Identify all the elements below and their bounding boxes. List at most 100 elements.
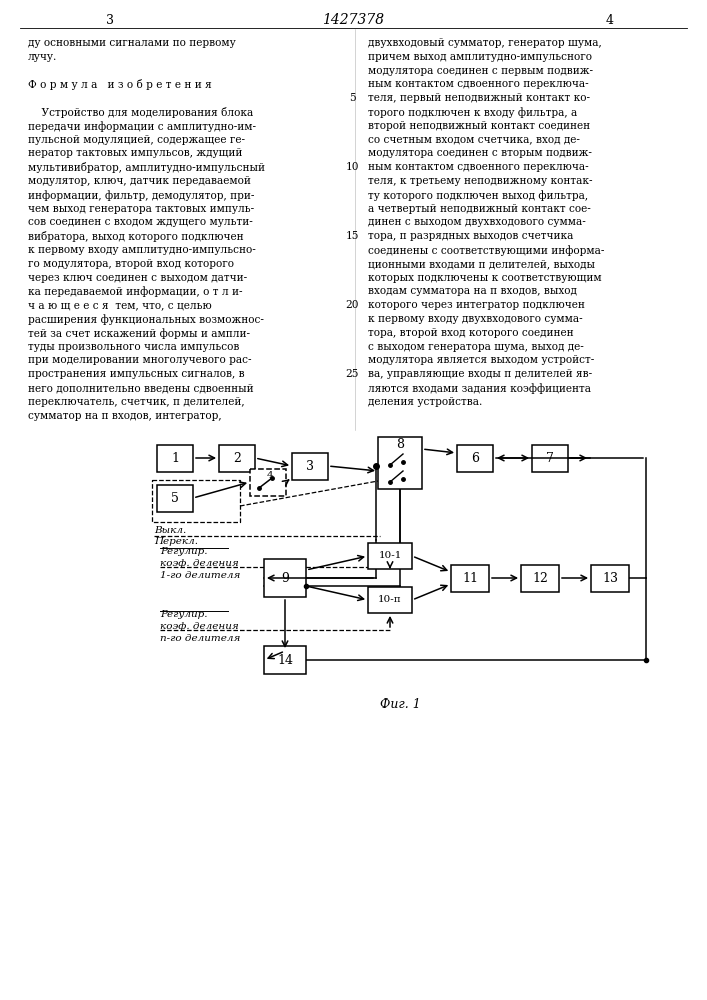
Text: которых подключены к соответствующим: которых подключены к соответствующим	[368, 273, 602, 283]
Text: п-го делителя: п-го делителя	[160, 634, 240, 643]
Text: 5: 5	[171, 491, 179, 504]
Bar	[219, 444, 255, 472]
Bar	[591, 564, 629, 591]
Text: нератор тактовых импульсов, ждущий: нератор тактовых импульсов, ждущий	[28, 148, 243, 158]
Text: сов соединен с входом ждущего мульти-: сов соединен с входом ждущего мульти-	[28, 217, 252, 227]
Text: коэф. деления: коэф. деления	[160, 559, 239, 568]
Text: него дополнительно введены сдвоенный: него дополнительно введены сдвоенный	[28, 383, 254, 393]
Text: тей за счет искажений формы и ампли-: тей за счет искажений формы и ампли-	[28, 328, 250, 339]
Text: 12: 12	[532, 572, 548, 584]
Text: причем выход амплитудно-импульсного: причем выход амплитудно-импульсного	[368, 52, 592, 62]
Text: туды произвольного числа импульсов: туды произвольного числа импульсов	[28, 342, 240, 352]
Bar	[264, 646, 306, 674]
Text: го модулятора, второй вход которого: го модулятора, второй вход которого	[28, 259, 234, 269]
Text: при моделировании многолучевого рас-: при моделировании многолучевого рас-	[28, 355, 252, 365]
Text: ту которого подключен выход фильтра,: ту которого подключен выход фильтра,	[368, 190, 588, 201]
Text: мультивибратор, амплитудно-импульсный: мультивибратор, амплитудно-импульсный	[28, 162, 265, 173]
Text: Перекл.: Перекл.	[154, 537, 198, 546]
Text: 3: 3	[306, 460, 314, 473]
Text: соединены с соответствующими информа-: соединены с соответствующими информа-	[368, 245, 604, 256]
Text: чем выход генератора тактовых импуль-: чем выход генератора тактовых импуль-	[28, 204, 254, 214]
Text: со счетным входом счетчика, вход де-: со счетным входом счетчика, вход де-	[368, 135, 580, 145]
Text: Устройство для моделирования блока: Устройство для моделирования блока	[28, 107, 253, 118]
Text: 7: 7	[546, 452, 554, 464]
Text: пульсной модуляцией, содержащее ге-: пульсной модуляцией, содержащее ге-	[28, 135, 245, 145]
Text: 1: 1	[171, 452, 179, 464]
Text: ка передаваемой информации, о т л и-: ка передаваемой информации, о т л и-	[28, 286, 243, 297]
Text: динен с выходом двухвходового сумма-: динен с выходом двухвходового сумма-	[368, 217, 586, 227]
Text: модулятора соединен с первым подвиж-: модулятора соединен с первым подвиж-	[368, 66, 593, 76]
Text: двухвходовый сумматор, генератор шума,: двухвходовый сумматор, генератор шума,	[368, 38, 602, 48]
Text: сумматор на п входов, интегратор,: сумматор на п входов, интегратор,	[28, 411, 221, 421]
Bar	[451, 564, 489, 591]
Text: теля, первый неподвижный контакт ко-: теля, первый неподвижный контакт ко-	[368, 93, 590, 103]
Text: 14: 14	[277, 654, 293, 666]
Text: 4: 4	[267, 471, 274, 480]
Text: ным контактом сдвоенного переключа-: ным контактом сдвоенного переключа-	[368, 162, 589, 172]
Text: ду основными сигналами по первому: ду основными сигналами по первому	[28, 38, 235, 48]
Text: 10-1: 10-1	[378, 552, 402, 560]
Text: 15: 15	[345, 231, 358, 241]
Text: модулятора является выходом устройст-: модулятора является выходом устройст-	[368, 355, 595, 365]
Text: второй неподвижный контакт соединен: второй неподвижный контакт соединен	[368, 121, 590, 131]
Text: 1-го делителя: 1-го делителя	[160, 571, 240, 580]
Text: 10: 10	[345, 162, 358, 172]
Text: пространения импульсных сигналов, в: пространения импульсных сигналов, в	[28, 369, 245, 379]
Text: Ф о р м у л а   и з о б р е т е н и я: Ф о р м у л а и з о б р е т е н и я	[28, 79, 212, 90]
Text: 8: 8	[396, 438, 404, 452]
Text: деления устройства.: деления устройства.	[368, 397, 482, 407]
Text: переключатель, счетчик, п делителей,: переключатель, счетчик, п делителей,	[28, 397, 245, 407]
Text: 9: 9	[281, 572, 289, 584]
Text: модулятор, ключ, датчик передаваемой: модулятор, ключ, датчик передаваемой	[28, 176, 251, 186]
Text: информации, фильтр, демодулятор, при-: информации, фильтр, демодулятор, при-	[28, 190, 255, 201]
Bar	[152, 480, 240, 522]
Bar	[368, 543, 412, 569]
Bar	[457, 444, 493, 472]
Text: вибратора, выход которого подключен: вибратора, выход которого подключен	[28, 231, 244, 242]
Text: передачи информации с амплитудно-им-: передачи информации с амплитудно-им-	[28, 121, 256, 132]
Text: модулятора соединен с вторым подвиж-: модулятора соединен с вторым подвиж-	[368, 148, 592, 158]
Text: теля, к третьему неподвижному контак-: теля, к третьему неподвижному контак-	[368, 176, 592, 186]
Bar	[532, 444, 568, 472]
Text: 5: 5	[349, 93, 356, 103]
Text: 4: 4	[606, 13, 614, 26]
Text: тора, п разрядных выходов счетчика: тора, п разрядных выходов счетчика	[368, 231, 573, 241]
Text: торого подключен к входу фильтра, а: торого подключен к входу фильтра, а	[368, 107, 577, 118]
Text: Регулир.: Регулир.	[160, 610, 207, 619]
Text: ч а ю щ е е с я  тем, что, с целью: ч а ю щ е е с я тем, что, с целью	[28, 300, 212, 310]
Bar	[368, 587, 412, 613]
Bar	[292, 452, 328, 480]
Bar	[157, 485, 193, 512]
Bar	[264, 559, 306, 597]
Text: 3: 3	[106, 13, 114, 26]
Text: 1427378: 1427378	[322, 13, 384, 27]
Text: к первому входу двухвходового сумма-: к первому входу двухвходового сумма-	[368, 314, 583, 324]
Bar	[250, 468, 286, 495]
Text: а четвертый неподвижный контакт сое-: а четвертый неподвижный контакт сое-	[368, 204, 591, 214]
Text: Выкл.: Выкл.	[154, 526, 186, 535]
Text: 25: 25	[345, 369, 358, 379]
Text: входам сумматора на п входов, выход: входам сумматора на п входов, выход	[368, 286, 577, 296]
Text: 20: 20	[345, 300, 358, 310]
Text: ным контактом сдвоенного переключа-: ным контактом сдвоенного переключа-	[368, 79, 589, 89]
Text: лучу.: лучу.	[28, 52, 57, 62]
Text: Регулир.: Регулир.	[160, 547, 207, 556]
Text: расширения функциональных возможнос-: расширения функциональных возможнос-	[28, 314, 264, 325]
Bar	[521, 564, 559, 591]
Bar	[157, 444, 193, 472]
Text: тора, второй вход которого соединен: тора, второй вход которого соединен	[368, 328, 573, 338]
Text: которого через интегратор подключен: которого через интегратор подключен	[368, 300, 585, 310]
Text: коэф. деления: коэф. деления	[160, 622, 239, 631]
Text: 11: 11	[462, 572, 478, 584]
Text: 2: 2	[233, 452, 241, 464]
Text: ва, управляющие входы п делителей яв-: ва, управляющие входы п делителей яв-	[368, 369, 592, 379]
Text: Фиг. 1: Фиг. 1	[380, 698, 421, 711]
Text: с выходом генератора шума, выход де-: с выходом генератора шума, выход де-	[368, 342, 584, 352]
Text: ционными входами п делителей, выходы: ционными входами п делителей, выходы	[368, 259, 595, 269]
Text: ляются входами задания коэффициента: ляются входами задания коэффициента	[368, 383, 591, 394]
Text: 10-п: 10-п	[378, 595, 402, 604]
Text: к первому входу амплитудно-импульсно-: к первому входу амплитудно-импульсно-	[28, 245, 256, 255]
Text: 6: 6	[471, 452, 479, 464]
Bar	[378, 437, 422, 489]
Text: 13: 13	[602, 572, 618, 584]
